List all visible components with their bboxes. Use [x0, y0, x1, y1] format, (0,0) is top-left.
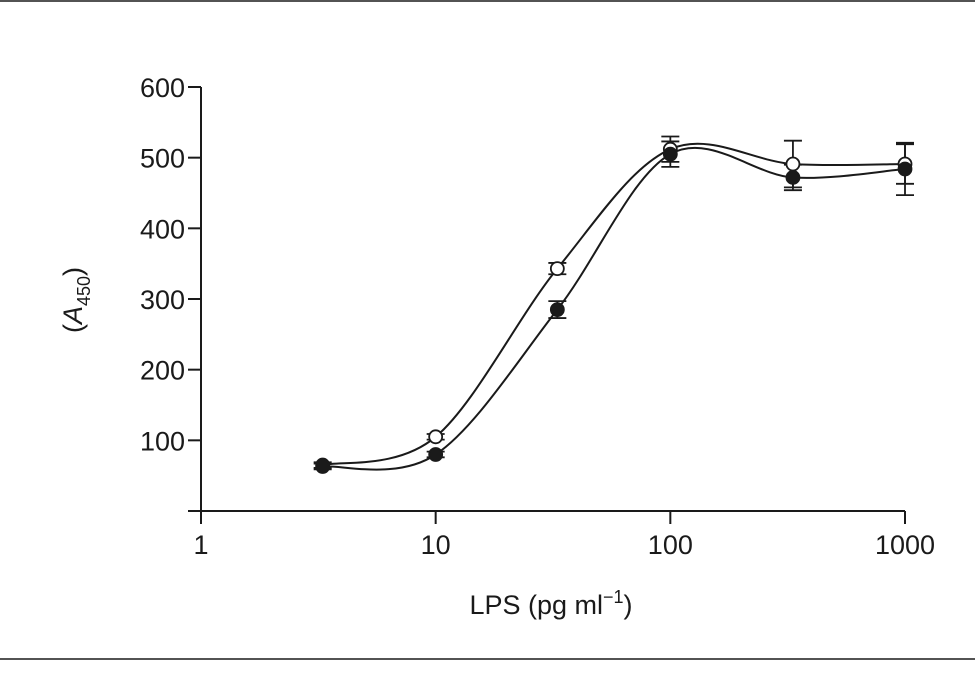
y-axis-title-subscript: 450: [74, 276, 94, 306]
y-axis-title-open: (: [58, 324, 88, 333]
markers-open-circle: [315, 141, 913, 473]
x-axis-title-superscript: −1: [603, 587, 624, 607]
x-tick-label: 10: [421, 530, 451, 560]
filled-circle-point: [785, 170, 801, 185]
y-axis-title-symbol: A: [58, 306, 88, 326]
filled-circle-point: [897, 161, 913, 177]
filled-circle-point: [662, 146, 678, 162]
y-axis-title-close: ): [58, 267, 88, 276]
y-axis-title: (A450): [58, 267, 94, 333]
open-circle-point: [785, 156, 801, 172]
y-tick-label: 300: [140, 285, 185, 315]
open-circle-point: [549, 261, 565, 277]
x-tick-label: 1: [193, 530, 208, 560]
x-tick-label: 100: [648, 530, 693, 560]
y-tick-label: 100: [140, 426, 185, 456]
filled-circle-point: [315, 459, 331, 474]
y-tick-label: 400: [140, 214, 185, 244]
series-open-circle: [313, 135, 914, 469]
x-ticks: 1 10 100 1000: [193, 511, 935, 560]
x-axis-title-close: ): [624, 590, 633, 620]
markers-filled-circle: [315, 146, 913, 474]
series-layer: [313, 135, 914, 474]
series-filled-circle: [313, 140, 914, 471]
filled-circle-point: [428, 447, 444, 462]
y-tick-label: 500: [140, 144, 185, 174]
y-tick-label: 600: [140, 73, 185, 103]
x-axis-title: LPS (pg ml−1): [469, 587, 632, 620]
x-tick-label: 1000: [875, 530, 935, 560]
filled-circle-point: [549, 302, 565, 318]
x-axis-title-main: LPS (pg ml: [469, 590, 603, 620]
open-circle-point: [428, 429, 444, 445]
y-ticks: 100 200 300 400 500 600: [140, 73, 201, 456]
y-tick-label: 200: [140, 356, 185, 386]
series-line: [322, 142, 906, 467]
